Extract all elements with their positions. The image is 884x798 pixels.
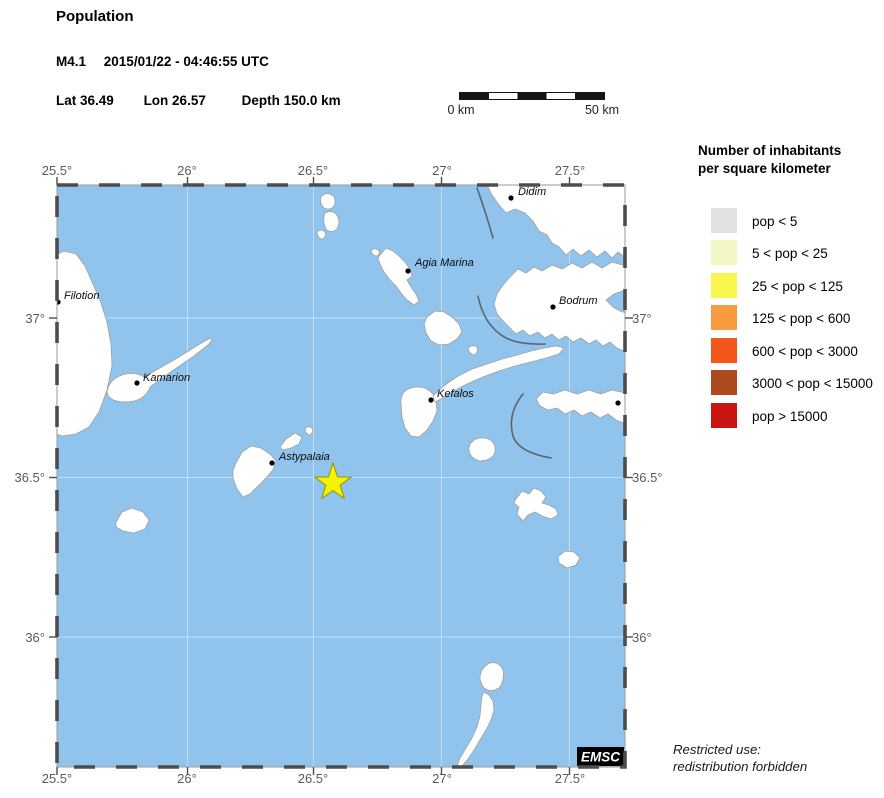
coast-turkey-bodrum-peninsula [493,261,625,352]
city-labels: Filotion Kamarion Agia Marina Didim Bodr… [64,186,598,463]
axis-bottom-26: 26° [177,771,197,786]
island-kos-body [432,345,565,403]
island-filotion [57,250,113,437]
island-kamarion [106,337,212,403]
island-nisyros [468,437,496,462]
legend-swatch-2 [711,273,737,298]
islet-chain-north-2 [323,211,340,232]
emsc-badge-label: EMSC [581,750,620,765]
scale-start-label: 0 km [447,103,475,117]
legend-swatch-3 [711,305,737,330]
axis-left-36-5: 36.5° [14,470,45,485]
islet-leros-west [370,248,380,257]
axis-left-37: 37° [25,311,45,326]
fault-line-kos [510,393,552,459]
axis-top-26-5: 26.5° [297,163,329,178]
legend-label-6: pop > 15000 [752,409,828,424]
fault-line-bodrum [477,295,546,345]
axis-bottom-26-5: 26.5° [297,771,329,786]
island-agia-marina [377,247,420,306]
inlet-gokova [605,289,625,314]
coast-turkey-didim [486,185,625,259]
legend-label-1: 5 < pop < 25 [752,246,828,261]
axis-top-27-5: 27.5° [554,163,586,178]
island-southwest-small [115,507,150,534]
map-canvas: Filotion Kamarion Agia Marina Didim Bodr… [49,177,633,775]
axis-left-36: 36° [25,630,45,645]
event-info-line: M4.1 2015/01/22 - 04:46:55 UTC [56,54,269,69]
city-markers [57,195,621,466]
landmasses [57,185,625,767]
island-astypalaia-main [232,445,277,498]
legend-label-3: 125 < pop < 600 [752,311,851,326]
city-dot-kefalos [428,397,434,403]
axis-right-37: 37° [632,311,652,326]
islet-pserimos [467,345,478,356]
restricted-line2: redistribution forbidden [673,759,808,774]
peninsula-datca [535,389,625,425]
city-dot-didim [508,195,514,201]
axis-bottom-27-5: 27.5° [554,771,586,786]
town-dot-unlabeled [615,400,621,406]
city-label-bodrum: Bodrum [559,295,598,307]
fault-lines [476,187,552,459]
legend-label-0: pop < 5 [752,214,798,229]
island-kos-west [400,386,438,438]
epicenter-star [313,461,353,500]
island-south-vertical-top [479,662,504,691]
event-longitude: Lon 26.57 [143,93,206,108]
map-title: Population [56,8,134,25]
axis-right-36-5: 36.5° [632,470,663,485]
event-depth: Depth 150.0 km [241,93,341,108]
city-dot-bodrum [550,304,556,310]
axis-right-36: 36° [632,630,652,645]
legend-swatch-0 [711,208,737,233]
scale-bar [459,92,605,100]
axis-top-27: 27° [432,163,452,178]
islet-chain-north-1 [320,193,336,210]
legend-swatch-6 [711,403,737,428]
island-tilos-small [513,487,559,522]
city-label-agia-marina: Agia Marina [414,257,474,269]
legend-label-5: 3000 < pop < 15000 [752,376,873,391]
city-label-didim: Didim [518,186,546,198]
legend-swatch-5 [711,370,737,395]
axis-bottom-27: 27° [432,771,452,786]
legend-swatch-1 [711,240,737,265]
event-coords-line: Lat 36.49 Lon 26.57 Depth 150.0 km [56,93,341,108]
city-dot-astypalaia [269,460,275,466]
city-dot-agia-marina [405,268,411,274]
city-dot-kamarion [134,380,140,386]
event-datetime: 2015/01/22 - 04:46:55 UTC [103,54,269,69]
map-border-dashes [55,183,627,769]
legend-title-line1: Number of inhabitants [698,143,842,158]
event-magnitude: M4.1 [56,54,87,69]
island-kalymnos [423,310,463,346]
city-label-kamarion: Kamarion [143,372,190,384]
axis-top-25-5: 25.5° [41,163,73,178]
city-label-kefalos: Kefalos [437,388,474,400]
restricted-use-note: Restricted use: redistribution forbidden [673,741,807,775]
fault-line-north [476,187,494,239]
legend-swatch-4 [711,338,737,363]
legend-label-4: 600 < pop < 3000 [752,344,858,359]
islet-astypalaia-tiny [304,426,314,436]
axis-top-26: 26° [177,163,197,178]
island-astypalaia-ne [279,432,303,451]
restricted-line1: Restricted use: [673,742,761,757]
axis-bottom-25-5: 25.5° [41,771,73,786]
islet-chain-north-3 [316,229,327,240]
city-label-filotion: Filotion [64,290,99,302]
legend-label-2: 25 < pop < 125 [752,279,843,294]
event-latitude: Lat 36.49 [56,93,114,108]
axis-ticks [49,177,633,775]
scale-end-label: 50 km [584,103,620,117]
emsc-badge: EMSC [577,747,624,766]
island-right-edge-small [557,550,581,569]
city-label-astypalaia: Astypalaia [278,451,330,463]
legend-title-line2: per square kilometer [698,161,831,176]
